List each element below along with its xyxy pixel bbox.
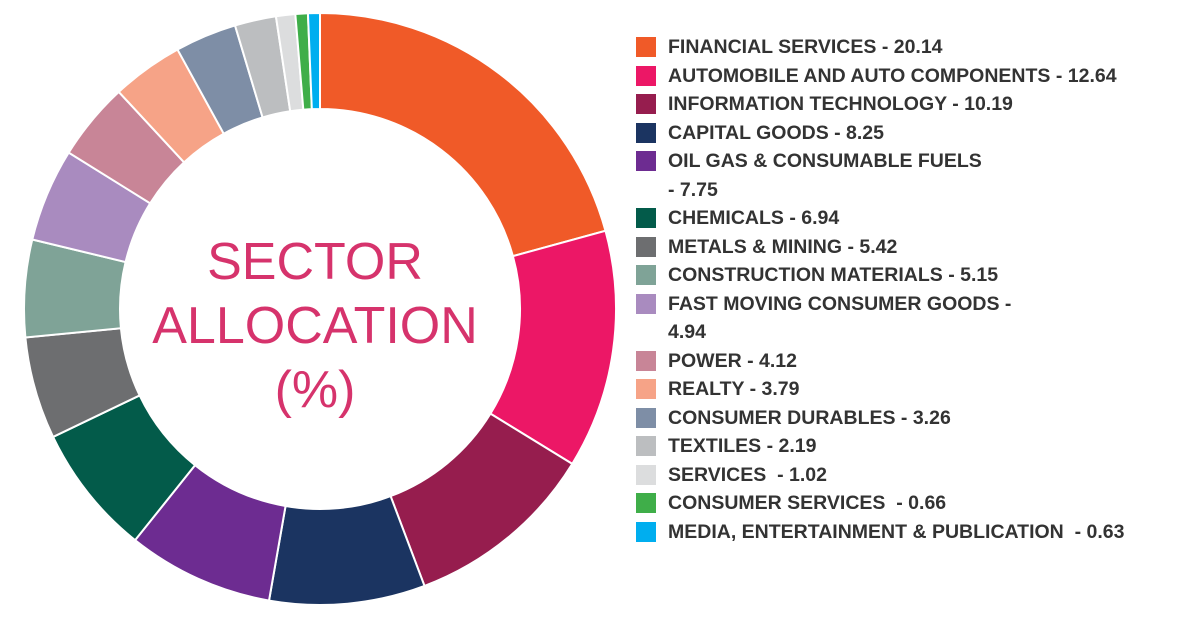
- legend-swatch-1: [636, 37, 656, 57]
- legend-label-10: POWER - 4.12: [668, 349, 797, 372]
- legend-swatch-9: [636, 293, 656, 314]
- legend-label-7: METALS & MINING - 5.42: [668, 235, 898, 258]
- legend-item-6: CHEMICALS - 6.94: [636, 204, 1181, 233]
- chart-title-line-1: SECTOR: [207, 233, 423, 291]
- legend-label-12: CONSUMER DURABLES - 3.26: [668, 406, 951, 429]
- legend-label-4: CAPITAL GOODS - 8.25: [668, 121, 884, 144]
- legend-item-13: TEXTILES - 2.19: [636, 432, 1181, 461]
- legend-swatch-14: [636, 464, 656, 485]
- legend-swatch-6: [636, 208, 656, 228]
- legend-label-6: CHEMICALS - 6.94: [668, 207, 840, 229]
- legend-swatch-5: [636, 151, 656, 171]
- legend-swatch-11: [636, 379, 656, 399]
- legend-swatch-7: [636, 236, 656, 257]
- legend-swatch-3: [636, 94, 656, 114]
- legend-swatch-16: [636, 521, 656, 542]
- legend-label-16: MEDIA, ENTERTAINMENT & PUBLICATION - 0.6…: [668, 520, 1125, 543]
- legend-label-11: REALTY - 3.79: [668, 378, 800, 400]
- legend-label-14: SERVICES - 1.02: [668, 463, 827, 486]
- legend-item-8: CONSTRUCTION MATERIALS - 5.15: [636, 261, 1181, 290]
- legend-item-14: SERVICES - 1.02: [636, 461, 1181, 490]
- legend-item-4: CAPITAL GOODS - 8.25: [636, 119, 1181, 148]
- donut-slice-1: [319, 11, 607, 258]
- legend-swatch-13: [636, 436, 656, 456]
- chart-title: SECTOR ALLOCATION (%): [150, 230, 480, 422]
- legend: FINANCIAL SERVICES - 20.14 AUTOMOBILE AND…: [636, 33, 1181, 546]
- legend-swatch-4: [636, 122, 656, 143]
- legend-label-3: INFORMATION TECHNOLOGY - 10.19: [668, 93, 1013, 115]
- legend-item-12: CONSUMER DURABLES - 3.26: [636, 404, 1181, 433]
- legend-label-1: FINANCIAL SERVICES - 20.14: [668, 36, 943, 58]
- legend-item-15: CONSUMER SERVICES - 0.66: [636, 489, 1181, 518]
- chart-title-line-2: ALLOCATION: [152, 297, 478, 355]
- legend-item-2: AUTOMOBILE AND AUTO COMPONENTS - 12.64: [636, 62, 1181, 91]
- legend-item-3: INFORMATION TECHNOLOGY - 10.19: [636, 90, 1181, 119]
- legend-item-10: POWER - 4.12: [636, 347, 1181, 376]
- legend-label-8: CONSTRUCTION MATERIALS - 5.15: [668, 264, 999, 286]
- legend-label-15: CONSUMER SERVICES - 0.66: [668, 492, 947, 514]
- legend-item-1: FINANCIAL SERVICES - 20.14: [636, 33, 1181, 62]
- legend-item-5: OIL GAS & CONSUMABLE FUELS - 7.75: [636, 147, 1138, 204]
- donut-slice-16: [306, 11, 321, 111]
- legend-item-16: MEDIA, ENTERTAINMENT & PUBLICATION - 0.6…: [636, 518, 1181, 547]
- legend-item-7: METALS & MINING - 5.42: [636, 233, 1181, 262]
- legend-item-9: FAST MOVING CONSUMER GOODS - 4.94: [636, 290, 1138, 347]
- legend-label-2: AUTOMOBILE AND AUTO COMPONENTS - 12.64: [668, 64, 1117, 87]
- donut-chart: [23, 11, 617, 606]
- legend-swatch-8: [636, 265, 656, 285]
- chart-title-line-3: (%): [274, 361, 356, 419]
- legend-label-13: TEXTILES - 2.19: [668, 435, 817, 457]
- legend-swatch-2: [636, 65, 656, 86]
- legend-label-9: FAST MOVING CONSUMER GOODS - 4.94: [668, 292, 1012, 344]
- legend-swatch-12: [636, 407, 656, 428]
- legend-item-11: REALTY - 3.79: [636, 375, 1181, 404]
- legend-swatch-15: [636, 493, 656, 513]
- legend-swatch-10: [636, 350, 656, 371]
- legend-label-5: OIL GAS & CONSUMABLE FUELS - 7.75: [668, 150, 982, 201]
